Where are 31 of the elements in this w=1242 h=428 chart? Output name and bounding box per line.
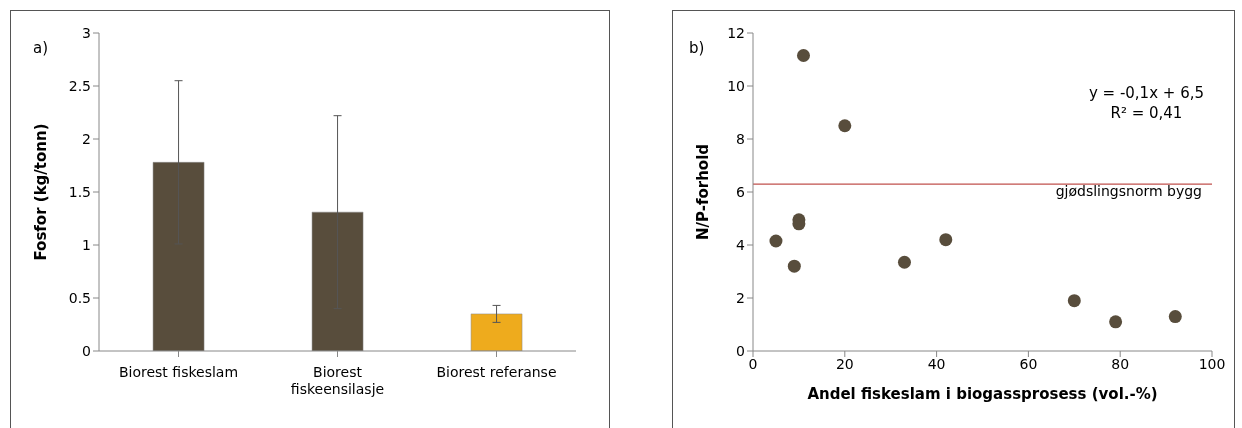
x-tick-label: 0 <box>748 355 758 372</box>
y-tick-label: 2 <box>82 130 91 147</box>
y-tick-label: 12 <box>727 24 745 41</box>
x-tick-label: 20 <box>835 355 854 372</box>
y-tick-label: 6 <box>736 183 746 200</box>
x-tick-label: 100 <box>1198 355 1226 372</box>
text: b) <box>689 39 705 57</box>
y-tick-label: 0.5 <box>68 289 91 306</box>
x-tick-label: Biorest referanse <box>436 364 557 380</box>
text: a) <box>33 39 49 57</box>
y-tick-label: 8 <box>736 130 745 147</box>
y-tick-label: 1 <box>82 236 91 253</box>
x-tick-label: 40 <box>927 355 946 372</box>
y-tick-label: 0 <box>736 342 745 359</box>
y-tick-label: 10 <box>727 77 745 94</box>
annotation: R² = 0,41 <box>1109 103 1184 123</box>
y-tick-label: 0 <box>82 342 91 359</box>
annotation: y = -0,1x + 6,5 <box>1088 83 1204 103</box>
y-tick-label: 2.5 <box>68 77 91 94</box>
y-tick-label: 3 <box>82 24 91 41</box>
x-tick-label: Biorest fiskeslam <box>118 364 239 380</box>
x-tick-label: 60 <box>1019 355 1038 372</box>
y-axis-title: Fosfor (kg/tonn) <box>32 123 51 261</box>
y-tick-label: 1.5 <box>68 183 91 200</box>
x-tick-label: Biorest fiskeensilasje <box>290 364 385 397</box>
y-axis-title: N/P-forhold <box>694 143 713 241</box>
x-axis-title: Andel fiskeslam i biogassprosess (vol.-%) <box>807 385 1158 403</box>
y-tick-label: 2 <box>736 289 745 306</box>
x-tick-label: 80 <box>1111 355 1130 372</box>
ref-line-label: gjødslingsnorm bygg <box>1055 183 1202 200</box>
y-tick-label: 4 <box>736 236 746 253</box>
